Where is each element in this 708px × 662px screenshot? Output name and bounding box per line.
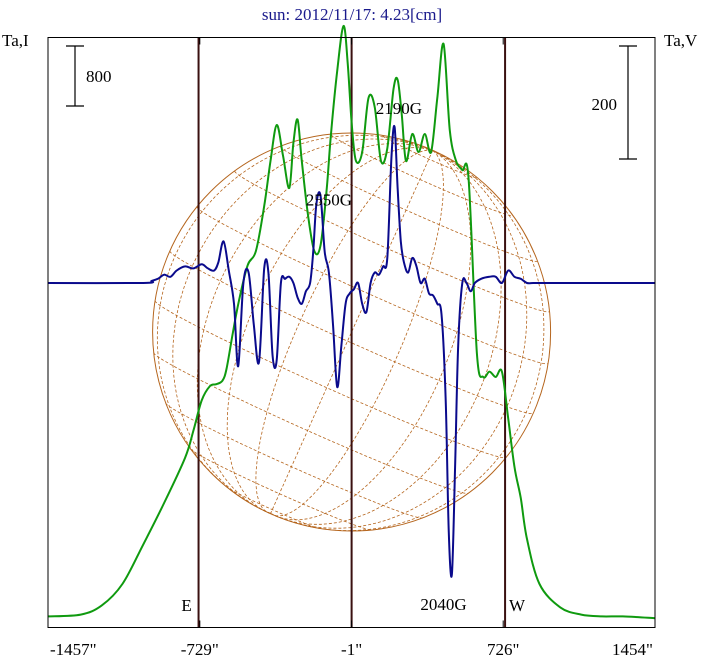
parallel-line <box>154 300 507 459</box>
parallel-line <box>234 171 550 313</box>
parallel-line <box>225 486 321 529</box>
meridian-line <box>172 138 433 514</box>
solar-disk-grid <box>152 132 552 532</box>
series-line-polarization <box>47 124 655 578</box>
scale-bar-label-left: 800 <box>86 67 112 86</box>
x-axis-ticks: -1457" -729" -1" 726" 1454" <box>47 37 656 659</box>
series-layer <box>47 24 656 620</box>
limb-label-w: W <box>509 596 526 615</box>
x-tick-label: -1457" <box>50 640 97 659</box>
x-tick-label: -729" <box>181 640 219 659</box>
parallel-line <box>330 134 513 217</box>
annotation-label: 2190G <box>376 99 422 118</box>
parallel-line <box>153 352 469 494</box>
parallel-line <box>190 448 373 531</box>
parallel-line <box>280 146 538 262</box>
series-line-intensity <box>47 24 656 620</box>
annotation-label: 2550G <box>306 191 352 210</box>
annotation-label: 2040G <box>420 595 466 614</box>
field-annotations: 2550G 2190G 2040G <box>306 99 467 614</box>
left-axis-label: Ta,I <box>2 31 29 50</box>
x-tick-label: -1" <box>341 640 362 659</box>
limb-label-e: E <box>181 596 191 615</box>
parallel-line <box>196 206 549 365</box>
x-tick-label: 726" <box>487 640 519 659</box>
right-axis-label: Ta,V <box>664 31 698 50</box>
x-tick-label: 1454" <box>612 640 653 659</box>
chart-title: sun: 2012/11/17: 4.23[cm] <box>262 5 442 24</box>
parallel-line <box>165 402 424 519</box>
scale-bar-label-right: 200 <box>592 95 618 114</box>
meridian-line <box>196 143 433 514</box>
meridian-line <box>270 150 472 521</box>
scale-bars: 800 200 <box>66 45 637 160</box>
